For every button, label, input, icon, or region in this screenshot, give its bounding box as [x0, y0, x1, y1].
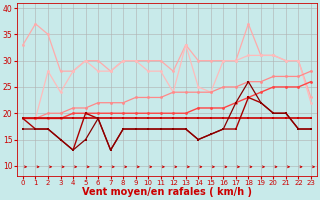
X-axis label: Vent moyen/en rafales ( km/h ): Vent moyen/en rafales ( km/h ): [82, 187, 252, 197]
